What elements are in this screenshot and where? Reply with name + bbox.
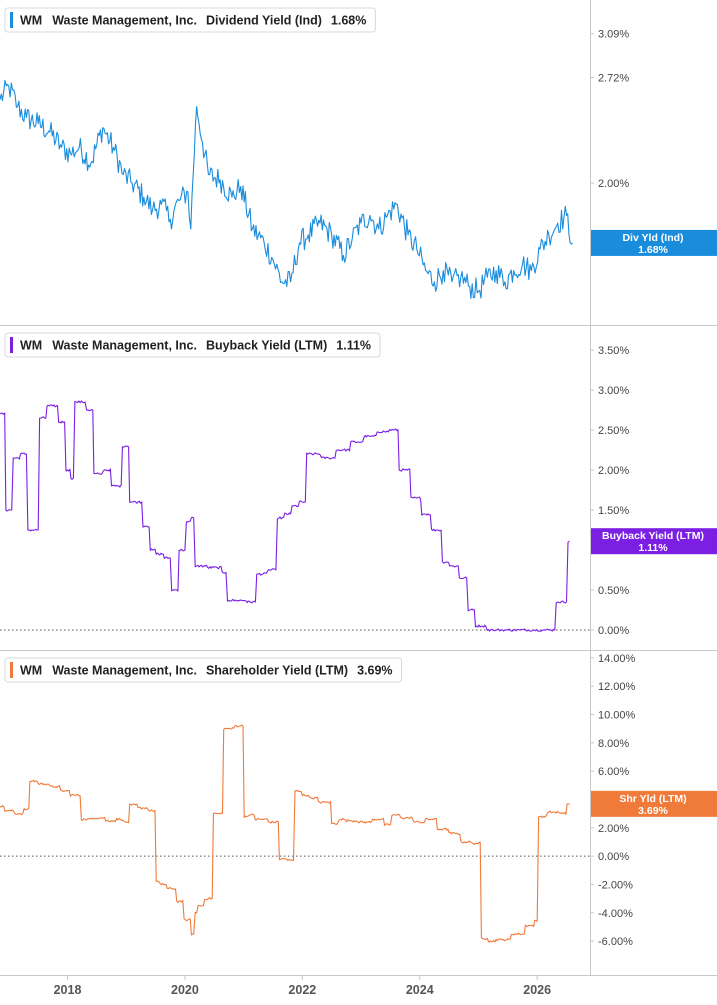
legend-1: WM Waste Management, Inc. Dividend Yield (… <box>4 7 376 33</box>
legend-company: Waste Management, Inc. <box>52 339 197 353</box>
legend-metric: Dividend Yield (Ind) <box>206 14 322 28</box>
legend-metric: Buyback Yield (LTM) <box>206 339 327 353</box>
legends: WM Waste Management, Inc. Dividend Yield (… <box>4 7 403 683</box>
legend-box <box>4 657 403 683</box>
y-tick-label: -2.00% <box>598 879 633 891</box>
value-badge-2 <box>591 528 717 555</box>
legend-value: 1.68% <box>331 14 366 28</box>
legend-3: WM Waste Management, Inc. Shareholder Yiel… <box>4 657 403 683</box>
y-tick-label: 1.50% <box>598 505 629 517</box>
x-tick-label: 2022 <box>288 983 316 997</box>
y-tick-label: 6.00% <box>598 766 629 778</box>
x-axis: 2018 2020 2022 2024 2026 <box>54 975 551 997</box>
badge-metric-label: Shr Yld (LTM) <box>619 793 686 805</box>
legend-color-swatch <box>10 12 13 28</box>
y-tick-label: 3.50% <box>598 345 629 357</box>
legend-company: Waste Management, Inc. <box>52 14 197 28</box>
badge-value-label: 1.11% <box>638 542 668 554</box>
badge-value-label: 1.68% <box>638 244 668 256</box>
series-line-1 <box>0 79 573 300</box>
legend-box <box>4 7 376 33</box>
y-tick-label: 14.00% <box>598 653 636 665</box>
legend-metric: Shareholder Yield (LTM) <box>206 664 348 678</box>
y-tick-label: -4.00% <box>598 908 633 920</box>
legend-2: WM Waste Management, Inc. Buyback Yield (L… <box>4 332 381 358</box>
y-tick-label: 2.00% <box>598 823 629 835</box>
y-tick-label: 10.00% <box>598 709 636 721</box>
y-tick-label: 8.00% <box>598 738 629 750</box>
legend-color-swatch <box>10 337 13 353</box>
legend-color-swatch <box>10 662 13 678</box>
value-badges: Div Yld (Ind)1.68% Buyback Yield (LTM)1.1… <box>591 229 717 817</box>
y-tick-label: 2.00% <box>598 178 629 190</box>
y-tick-label: 2.72% <box>598 73 629 85</box>
legend-box <box>4 332 381 358</box>
y-tick-label: 2.50% <box>598 425 629 437</box>
legend-value: 3.69% <box>357 664 392 678</box>
legend-ticker: WM <box>20 339 42 353</box>
y-tick-label: 3.09% <box>598 29 629 41</box>
x-tick-label: 2018 <box>54 983 82 997</box>
y-tick-label: -6.00% <box>598 936 633 948</box>
x-tick-label: 2026 <box>523 983 551 997</box>
legend-value: 1.11% <box>336 339 371 353</box>
legend-ticker: WM <box>20 664 42 678</box>
x-tick-label: 2020 <box>171 983 199 997</box>
panel-dividers <box>0 0 717 976</box>
x-tick-label: 2024 <box>406 983 434 997</box>
value-badge-1 <box>591 229 717 256</box>
legend-ticker: WM <box>20 14 42 28</box>
badge-metric-label: Buyback Yield (LTM) <box>602 530 704 542</box>
series-lines <box>0 79 573 943</box>
badge-value-label: 3.69% <box>638 805 668 817</box>
legend-company: Waste Management, Inc. <box>52 664 197 678</box>
y-tick-label: 2.00% <box>598 465 629 477</box>
y-tick-label: 0.00% <box>598 851 629 863</box>
series-line-3 <box>0 724 570 943</box>
y-tick-label: 0.00% <box>598 625 629 637</box>
y-axis-labels: 3.09% 2.72% 2.00% 3.50% 3.00% 2.50% 2.00% 1.50%… <box>590 29 636 948</box>
series-line-2 <box>0 400 570 632</box>
y-tick-label: 0.50% <box>598 585 629 597</box>
y-tick-label: 3.00% <box>598 385 629 397</box>
y-tick-label: 12.00% <box>598 681 636 693</box>
badge-metric-label: Div Yld (Ind) <box>622 232 683 244</box>
value-badge-3 <box>591 790 717 817</box>
